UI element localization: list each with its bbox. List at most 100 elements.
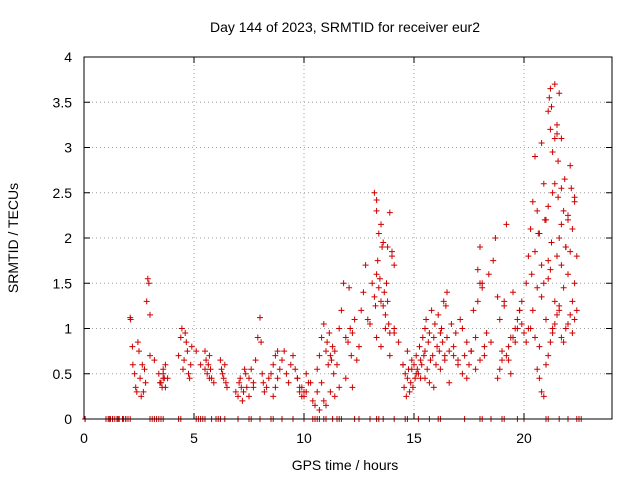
data-point: [258, 339, 265, 346]
data-point: [380, 239, 387, 246]
data-point: [290, 352, 296, 359]
data-point: [133, 388, 140, 395]
data-point: [428, 307, 435, 314]
data-point: [468, 348, 475, 355]
data-point: [518, 320, 525, 327]
data-point: [414, 366, 421, 373]
data-point: [362, 262, 369, 269]
data-point: [551, 180, 558, 187]
data-point: [516, 307, 523, 314]
x-tick-label: 5: [190, 430, 198, 446]
data-point: [534, 366, 541, 373]
data-point: [405, 366, 412, 373]
data-point: [466, 361, 472, 368]
data-point: [472, 334, 479, 341]
data-point: [483, 330, 490, 337]
data-point: [558, 262, 565, 269]
data-point: [450, 343, 457, 350]
data-point: [555, 194, 562, 201]
data-point: [205, 361, 212, 368]
data-point: [554, 121, 560, 128]
data-point: [385, 320, 392, 327]
data-point: [382, 311, 389, 318]
data-point: [292, 366, 299, 373]
data-point: [545, 352, 552, 359]
data-point: [175, 352, 182, 359]
data-point: [529, 198, 536, 205]
data-point: [324, 339, 331, 346]
data-point: [246, 375, 252, 382]
data-point: [503, 352, 510, 359]
data-point: [246, 393, 252, 400]
data-point: [330, 370, 337, 377]
data-point: [162, 361, 169, 368]
data-point: [270, 393, 277, 400]
data-point: [224, 384, 230, 391]
data-point: [131, 370, 138, 377]
data-point: [379, 244, 386, 251]
data-point: [378, 298, 384, 305]
data-point: [560, 339, 567, 346]
data-point: [340, 280, 347, 287]
data-point: [378, 221, 384, 228]
data-point: [257, 314, 263, 321]
data-point: [472, 366, 479, 373]
data-point: [440, 298, 447, 305]
data-point: [206, 375, 213, 382]
data-point: [507, 370, 514, 377]
data-point: [527, 225, 534, 232]
data-point: [510, 289, 516, 296]
data-point: [481, 343, 488, 350]
data-point: [554, 130, 560, 137]
data-point: [407, 379, 414, 386]
data-point: [411, 361, 417, 368]
data-point: [551, 81, 558, 88]
data-point: [470, 307, 477, 314]
data-point: [442, 302, 449, 309]
x-tick-label: 20: [516, 430, 532, 446]
data-point: [571, 198, 578, 205]
data-point: [336, 384, 343, 391]
data-point: [538, 262, 545, 269]
data-point: [140, 388, 147, 395]
data-point: [252, 357, 259, 364]
data-point: [562, 244, 569, 251]
data-point: [349, 330, 356, 337]
data-point: [459, 370, 466, 377]
data-point: [375, 230, 382, 237]
data-point: [523, 339, 530, 346]
data-point: [488, 339, 494, 346]
data-point: [303, 370, 310, 377]
data-point: [371, 293, 378, 300]
data-point: [477, 357, 483, 364]
data-point: [391, 262, 398, 269]
data-point: [235, 393, 241, 400]
data-point: [455, 361, 461, 368]
data-point: [474, 298, 481, 305]
data-point: [536, 343, 543, 350]
data-point: [565, 271, 571, 278]
data-point: [219, 370, 226, 377]
chart-title: Day 144 of 2023, SRMTID for receiver eur…: [210, 19, 480, 35]
data-point: [417, 357, 424, 364]
data-point: [389, 253, 395, 260]
data-point: [270, 361, 277, 368]
y-tick-label: 3: [64, 140, 72, 156]
data-point: [345, 339, 351, 346]
data-point: [338, 307, 345, 314]
data-point: [556, 302, 563, 309]
data-point: [281, 348, 288, 355]
data-point: [238, 384, 245, 391]
data-points: [82, 81, 585, 422]
data-point: [452, 330, 459, 337]
data-point: [569, 298, 576, 305]
data-point: [127, 316, 134, 323]
data-point: [532, 153, 538, 160]
data-point: [161, 375, 168, 382]
data-point: [202, 348, 208, 355]
data-point: [446, 379, 453, 386]
data-point: [197, 361, 204, 368]
data-point: [274, 375, 281, 382]
data-point: [181, 357, 188, 364]
